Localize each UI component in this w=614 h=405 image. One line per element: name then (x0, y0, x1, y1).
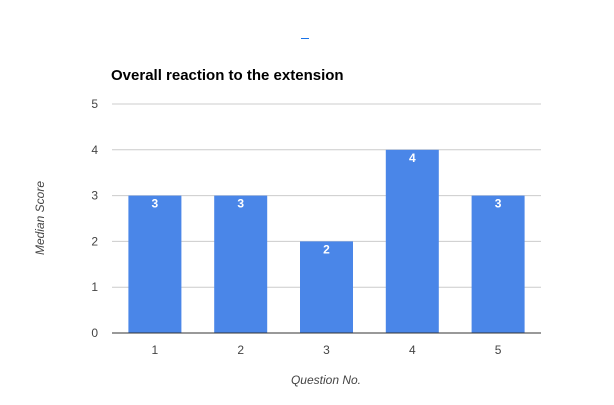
bar-value-label: 2 (323, 242, 330, 256)
bar[interactable] (128, 195, 182, 333)
bar[interactable] (471, 195, 525, 333)
chart-title: Overall reaction to the extension (111, 67, 344, 84)
x-tick-label: 4 (409, 343, 416, 357)
grid-lines (112, 103, 541, 288)
x-axis-ticks: 1 2 3 4 5 (152, 343, 502, 357)
x-tick-label: 1 (152, 343, 159, 357)
bar-value-label: 3 (495, 197, 502, 211)
x-tick-label: 2 (237, 343, 244, 357)
chart-top-link[interactable] (301, 28, 309, 39)
bar[interactable] (214, 195, 268, 333)
bar-value-label: 3 (237, 197, 244, 211)
bar-value-label: 3 (152, 197, 159, 211)
y-axis-label: Median Score (33, 181, 47, 255)
bar[interactable] (385, 149, 439, 333)
bars (128, 149, 525, 333)
x-tick-label: 3 (323, 343, 330, 357)
y-tick-label: 1 (91, 280, 98, 294)
y-tick-label: 5 (91, 97, 98, 111)
data-labels: 3 3 2 4 3 (152, 151, 502, 257)
x-tick-label: 5 (495, 343, 502, 357)
y-tick-label: 2 (91, 234, 98, 248)
y-tick-label: 4 (91, 143, 98, 157)
y-axis-ticks: 0 1 2 3 4 5 (91, 97, 98, 340)
y-tick-label: 0 (91, 326, 98, 340)
x-axis-label: Question No. (291, 373, 361, 387)
bar[interactable] (300, 241, 353, 333)
bar-value-label: 4 (409, 151, 416, 165)
y-tick-label: 3 (91, 189, 98, 203)
